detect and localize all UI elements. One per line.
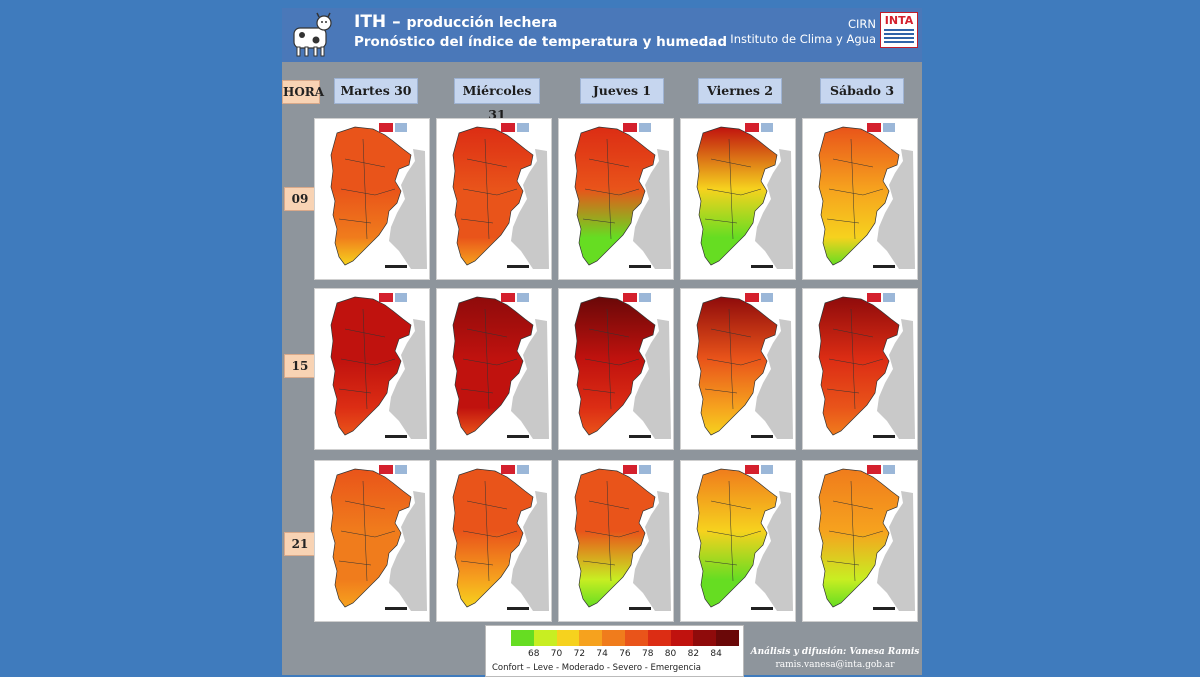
legend-swatch [602, 630, 625, 646]
ith-legend: 68 70 72 74 76 78 80 82 84 Confort – Leve - Mode… [485, 625, 744, 677]
ith-map [802, 288, 918, 450]
hour-label: 15 [284, 354, 316, 378]
legend-value: 68 [528, 649, 540, 659]
legend-swatch [624, 630, 648, 646]
legend-value: 70 [550, 649, 563, 659]
day-label: Sábado 3 [820, 78, 904, 104]
day-label: Viernes 2 [698, 78, 782, 104]
day-label: Jueves 1 [580, 78, 664, 104]
ith-map [314, 118, 430, 280]
page-subtitle: Pronóstico del índice de temperatura y h… [354, 34, 728, 50]
day-label: Miércoles 31 [454, 78, 540, 122]
ith-map [802, 460, 918, 622]
hour-column-header: HORA [282, 80, 324, 104]
ith-map [314, 460, 430, 622]
ith-map [680, 288, 796, 450]
legend-value: 84 [710, 649, 722, 659]
hour-label: 09 [284, 187, 316, 211]
page-title: ITH – producción lechera [354, 12, 558, 32]
legend-value: 74 [596, 649, 608, 659]
legend-color-scale [511, 630, 739, 646]
legend-value: 72 [573, 649, 586, 659]
legend-value: 80 [664, 649, 677, 659]
day-label: Martes 30 [334, 78, 418, 104]
legend-swatch [647, 630, 671, 646]
cow-icon [293, 12, 332, 57]
forecast-board: ITH – producción lechera Pronóstico del … [282, 8, 922, 677]
legend-swatch [533, 630, 557, 646]
legend-classes: Confort – Leve - Moderado - Severo - Eme… [492, 663, 702, 673]
legend-value: 76 [619, 649, 631, 659]
ith-map [558, 118, 674, 280]
hour-label: 21 [284, 532, 316, 556]
legend-swatch [579, 630, 603, 646]
organization-name: CIRN Instituto de Clima y Agua [730, 17, 876, 46]
ith-map [436, 288, 552, 450]
credits: Análisis y difusión: Vanesa Ramis ramis.… [750, 647, 920, 670]
ith-map [314, 288, 430, 450]
ith-map [558, 460, 674, 622]
legend-swatch [511, 630, 534, 646]
inta-logo: INTA [880, 12, 918, 48]
header-banner: ITH – producción lechera Pronóstico del … [282, 8, 922, 62]
ith-map [558, 288, 674, 450]
legend-values: 68 70 72 74 76 78 80 82 84 [486, 649, 743, 661]
ith-map [436, 118, 552, 280]
legend-swatch [716, 630, 739, 646]
legend-swatch [670, 630, 694, 646]
ith-map [680, 460, 796, 622]
ith-map [436, 460, 552, 622]
legend-swatch [556, 630, 580, 646]
legend-value: 78 [642, 649, 654, 659]
ith-map [802, 118, 918, 280]
legend-swatch [693, 630, 717, 646]
ith-map [680, 118, 796, 280]
legend-value: 82 [687, 649, 700, 659]
